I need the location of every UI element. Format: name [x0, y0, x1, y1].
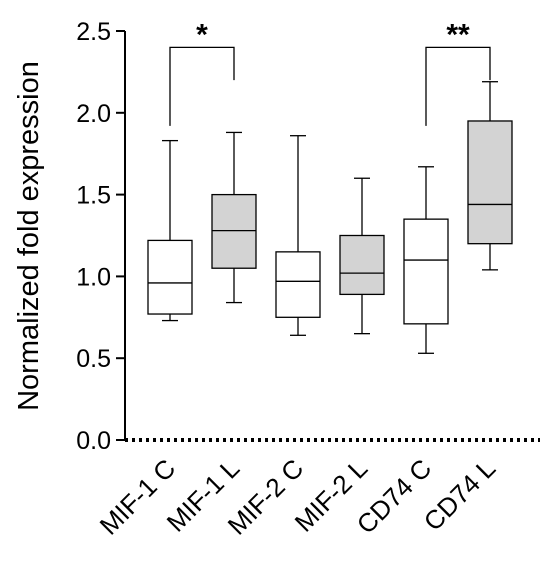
significance-annotations: * **	[169, 18, 491, 126]
significance-label: *	[196, 18, 208, 51]
y-tick-label: 0.5	[76, 345, 111, 373]
x-tick-label: MIF-1 C	[94, 453, 182, 541]
iqr-box	[339, 234, 385, 296]
iqr-box	[275, 251, 321, 318]
box-mif-1-l	[211, 131, 257, 304]
significance-label: **	[446, 18, 470, 51]
bracket-line	[425, 46, 491, 126]
y-tick-label: 2.0	[76, 100, 111, 128]
bracket-line	[169, 46, 235, 126]
y-tick-label: 0.0	[76, 427, 111, 455]
box-cd74-c	[403, 166, 449, 354]
boxes	[147, 81, 513, 354]
y-tick-label: 2.5	[76, 18, 111, 46]
box-cd74-l	[467, 81, 513, 271]
iqr-box	[147, 239, 193, 315]
y-tick-label: 1.0	[76, 263, 111, 291]
iqr-box	[211, 193, 257, 269]
y-axis-title: Normalized fold expression	[13, 61, 45, 411]
box-mif-1-c	[147, 139, 193, 322]
box-mif-2-l	[339, 177, 385, 335]
y-tick-label: 1.5	[76, 182, 111, 210]
significance-bracket: *	[169, 18, 235, 126]
box-mif-2-c	[275, 135, 321, 336]
x-tick-label: CD74 L	[418, 453, 502, 537]
y-axis: 0.0 0.5 1.0 1.5 2.0 2.5	[76, 18, 540, 455]
iqr-box	[467, 120, 513, 245]
significance-bracket: **	[425, 18, 491, 126]
iqr-box	[403, 218, 449, 325]
